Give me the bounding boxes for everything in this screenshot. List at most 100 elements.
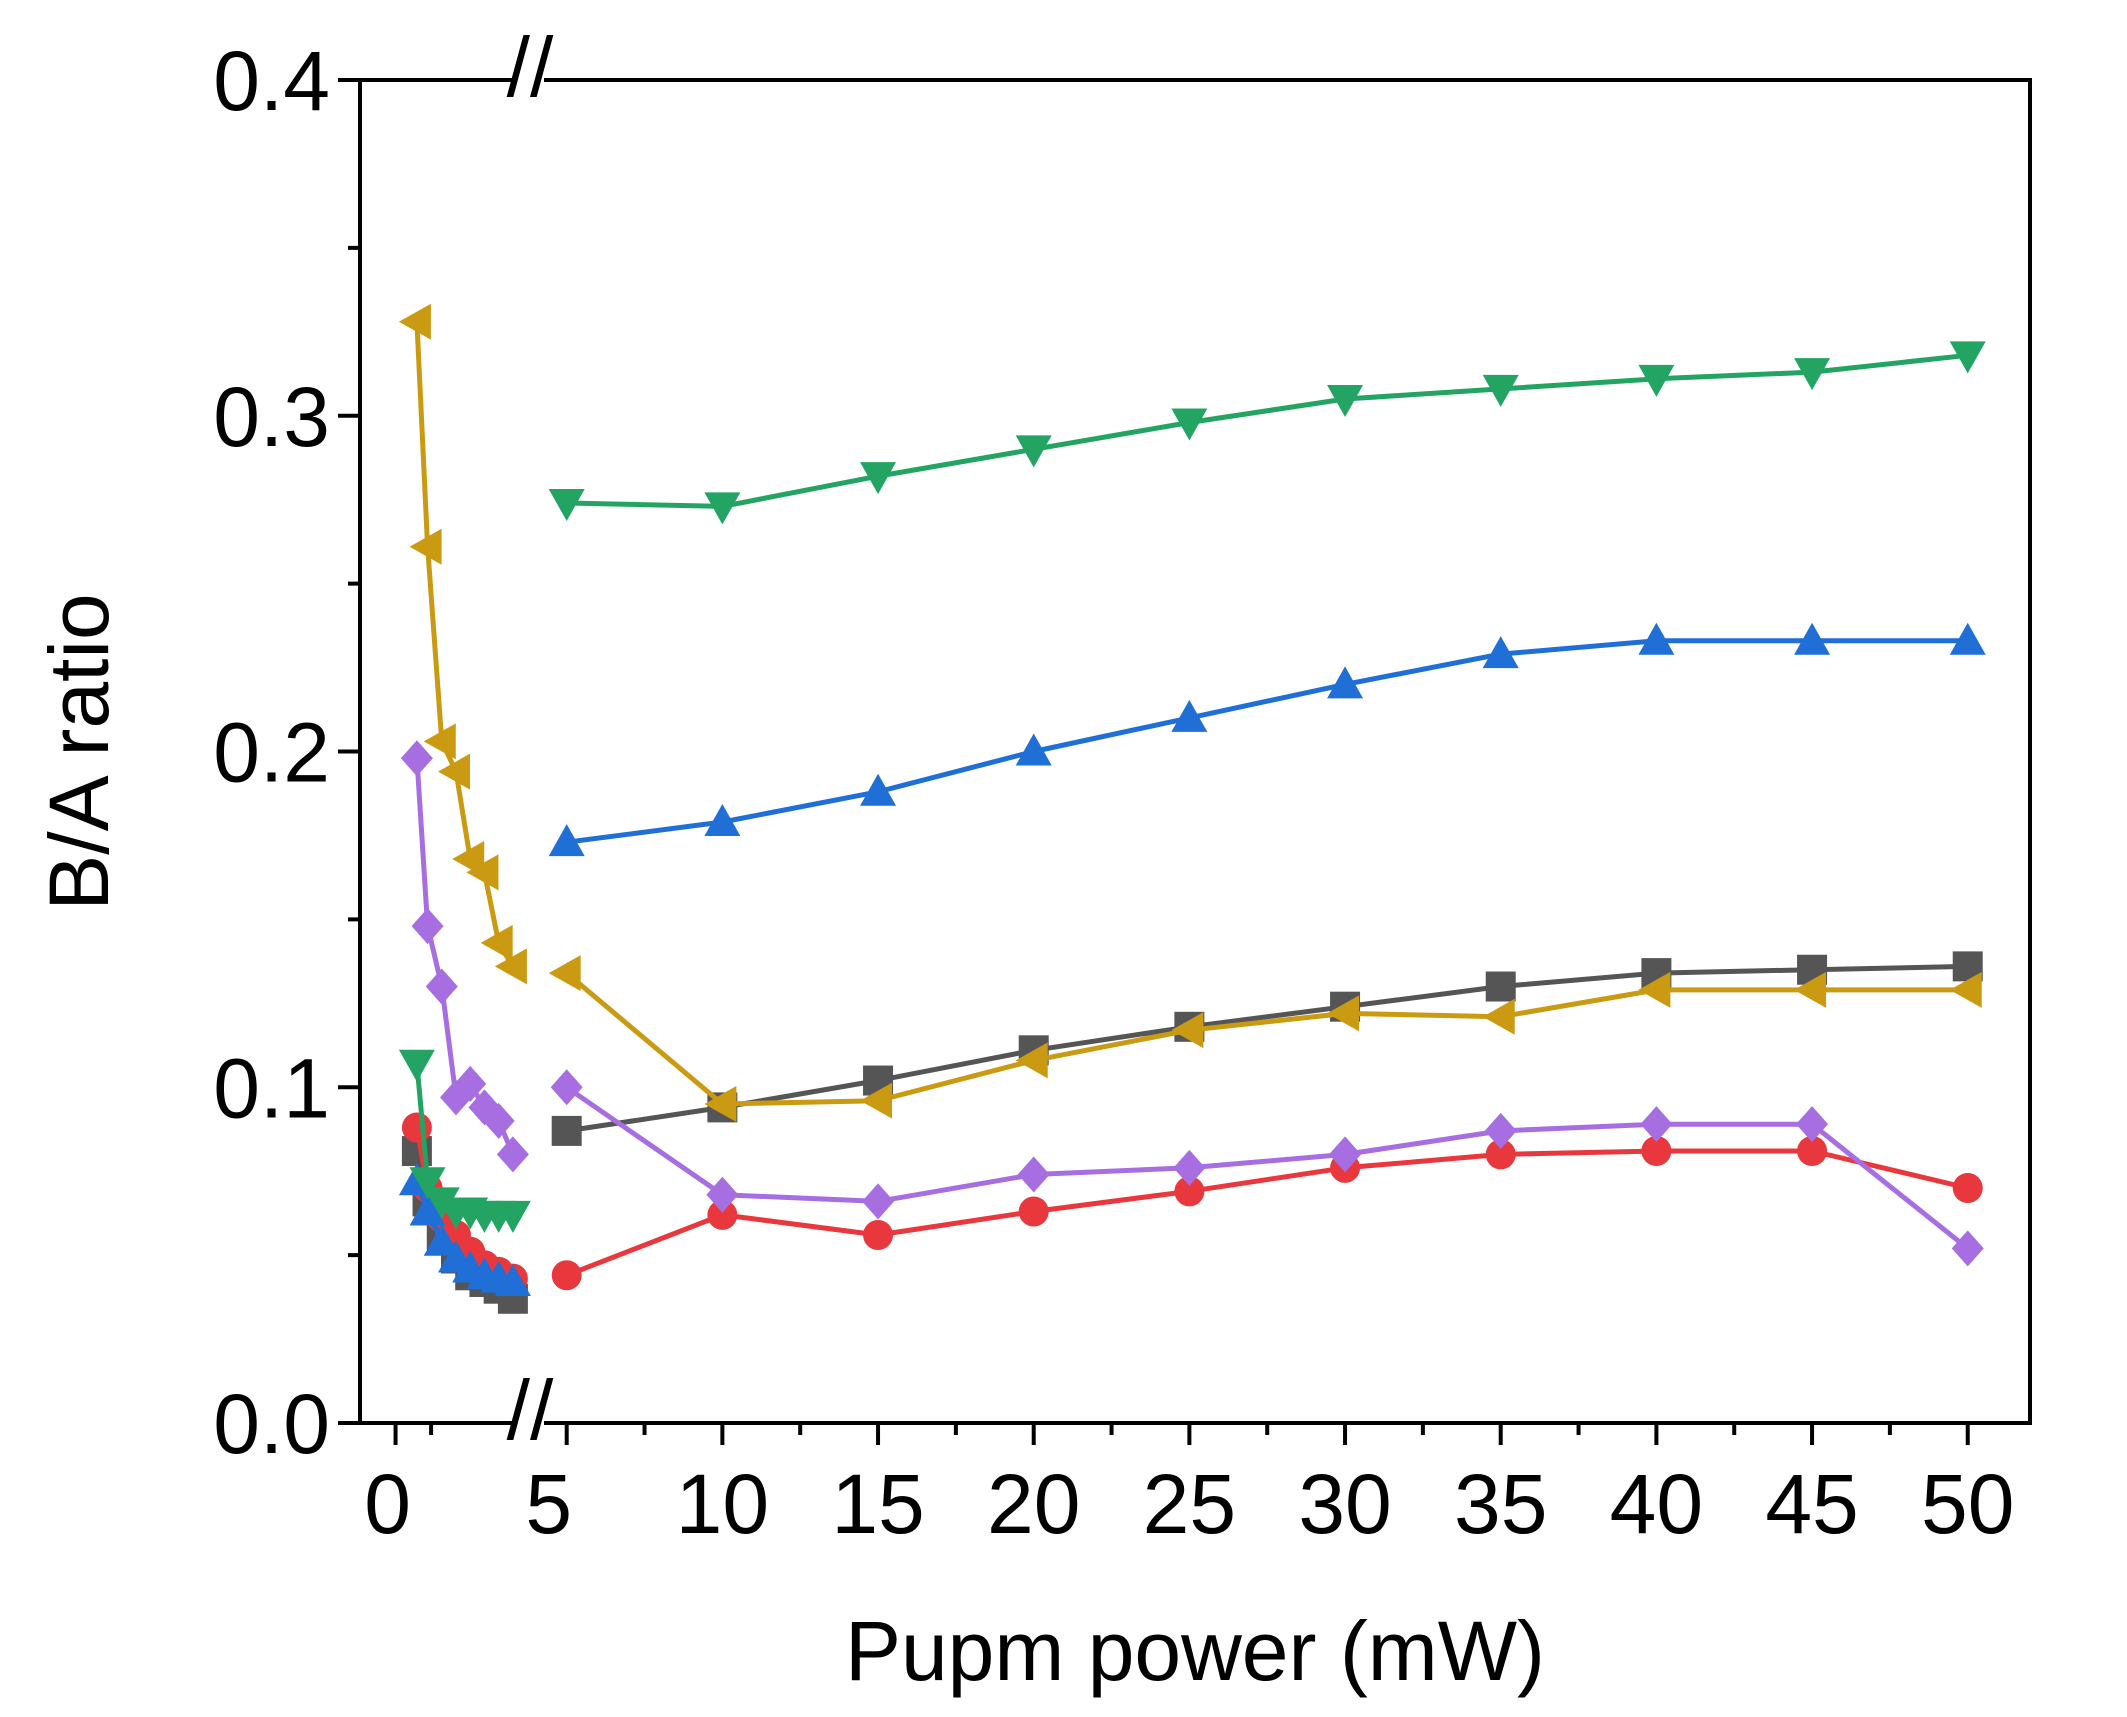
x-tick-label: 40 (1610, 1457, 1703, 1551)
x-axis-title: Pupm power (mW) (845, 1604, 1545, 1698)
series-line (565, 971, 1968, 1107)
y-tick-label: 0.3 (213, 370, 330, 464)
data-point (401, 1112, 432, 1143)
data-point (409, 1193, 446, 1226)
data-point (1015, 1042, 1048, 1079)
series-green (398, 341, 1986, 1233)
data-point (1949, 971, 1982, 1008)
data-point (860, 462, 897, 495)
series-line (566, 352, 1968, 509)
data-point (1485, 971, 1516, 1002)
data-point (1482, 636, 1519, 669)
data-point (548, 955, 581, 992)
data-point (1484, 1112, 1517, 1149)
x-tick-label: 30 (1298, 1457, 1391, 1551)
data-point (496, 1136, 529, 1173)
data-point (409, 528, 442, 565)
x-tick-label: 20 (987, 1457, 1080, 1551)
data-point (1638, 622, 1675, 655)
data-point (423, 1223, 460, 1256)
x-tick-label: 45 (1765, 1457, 1858, 1551)
x-tick-label: 10 (676, 1457, 769, 1551)
axis-break-mark: // (507, 1363, 554, 1457)
data-point (1797, 1136, 1828, 1167)
y-tick-labels: 0.0 0.1 0.2 0.3 0.4 (213, 34, 330, 1471)
data-point (1794, 622, 1831, 655)
series-line (565, 1148, 1969, 1278)
x-tick-label: 25 (1143, 1457, 1236, 1551)
data-point (398, 1049, 435, 1082)
data-point (480, 924, 513, 961)
x-tick-label: 15 (831, 1457, 924, 1551)
data-point (1638, 971, 1671, 1008)
data-point (1329, 1136, 1362, 1173)
data-point (1794, 971, 1827, 1008)
data-point (1015, 435, 1052, 468)
series-line (414, 321, 516, 968)
data-point (494, 1263, 531, 1296)
data-point (551, 1260, 582, 1291)
data-point (454, 1065, 487, 1102)
data-point (1641, 1136, 1672, 1167)
data-point (400, 740, 433, 777)
x-tick-label: 5 (525, 1457, 572, 1551)
y-tick-label: 0.1 (213, 1041, 330, 1135)
axis-break-gap (516, 74, 544, 86)
data-point (1327, 995, 1360, 1032)
series-line (565, 1085, 1970, 1251)
data-point (862, 1183, 895, 1220)
data-point (398, 303, 431, 340)
tick-marks (338, 78, 1970, 1445)
data-point (860, 773, 897, 806)
data-point (551, 1115, 582, 1146)
series-purple (400, 740, 1984, 1267)
data-point (482, 1102, 515, 1139)
y-axis-title: B/A ratio (32, 593, 126, 911)
data-point (707, 1199, 738, 1230)
data-point (1018, 1196, 1049, 1227)
data-point (1485, 1139, 1516, 1170)
axis-break: // // (507, 20, 554, 1457)
axis-break-mark: // (507, 20, 554, 114)
x-tick-label: 35 (1454, 1457, 1547, 1551)
data-point (1173, 1149, 1206, 1186)
axis-break-gap (516, 1417, 544, 1429)
data-point (548, 489, 585, 522)
data-point (1794, 358, 1831, 391)
data-point (1951, 1230, 1984, 1267)
data-point (1017, 1156, 1050, 1193)
data-point (466, 854, 499, 891)
data-point (423, 723, 456, 760)
series-blue (398, 622, 1986, 1296)
y-tick-label: 0.4 (213, 34, 330, 128)
plot-frame (358, 78, 2032, 1425)
data-point (409, 1167, 446, 1200)
data-point (1327, 666, 1364, 699)
data-point (550, 1069, 583, 1106)
data-point (704, 492, 741, 525)
data-point (1482, 998, 1515, 1035)
data-point (1796, 1106, 1829, 1143)
x-tick-labels: 0 5 10 15 20 25 30 35 40 45 50 (364, 1457, 2014, 1551)
data-point (1327, 384, 1364, 417)
x-tick-label: 0 (364, 1457, 411, 1551)
data-point (860, 1082, 893, 1119)
data-point (494, 948, 527, 985)
data-point (1171, 408, 1208, 441)
data-point (863, 1219, 894, 1250)
data-point (438, 753, 470, 790)
data-point (704, 1086, 737, 1123)
series-gold (398, 303, 1982, 1123)
data-point (1171, 699, 1208, 732)
data-point (704, 804, 741, 837)
data-point (1015, 733, 1052, 766)
data-point (1640, 1106, 1673, 1143)
series-layer (398, 303, 1986, 1314)
data-point (425, 968, 458, 1005)
data-point (494, 1200, 531, 1233)
series-line (566, 963, 1968, 1134)
data-point (1638, 364, 1675, 397)
data-point (1174, 1176, 1205, 1207)
y-tick-label: 0.2 (213, 706, 330, 800)
